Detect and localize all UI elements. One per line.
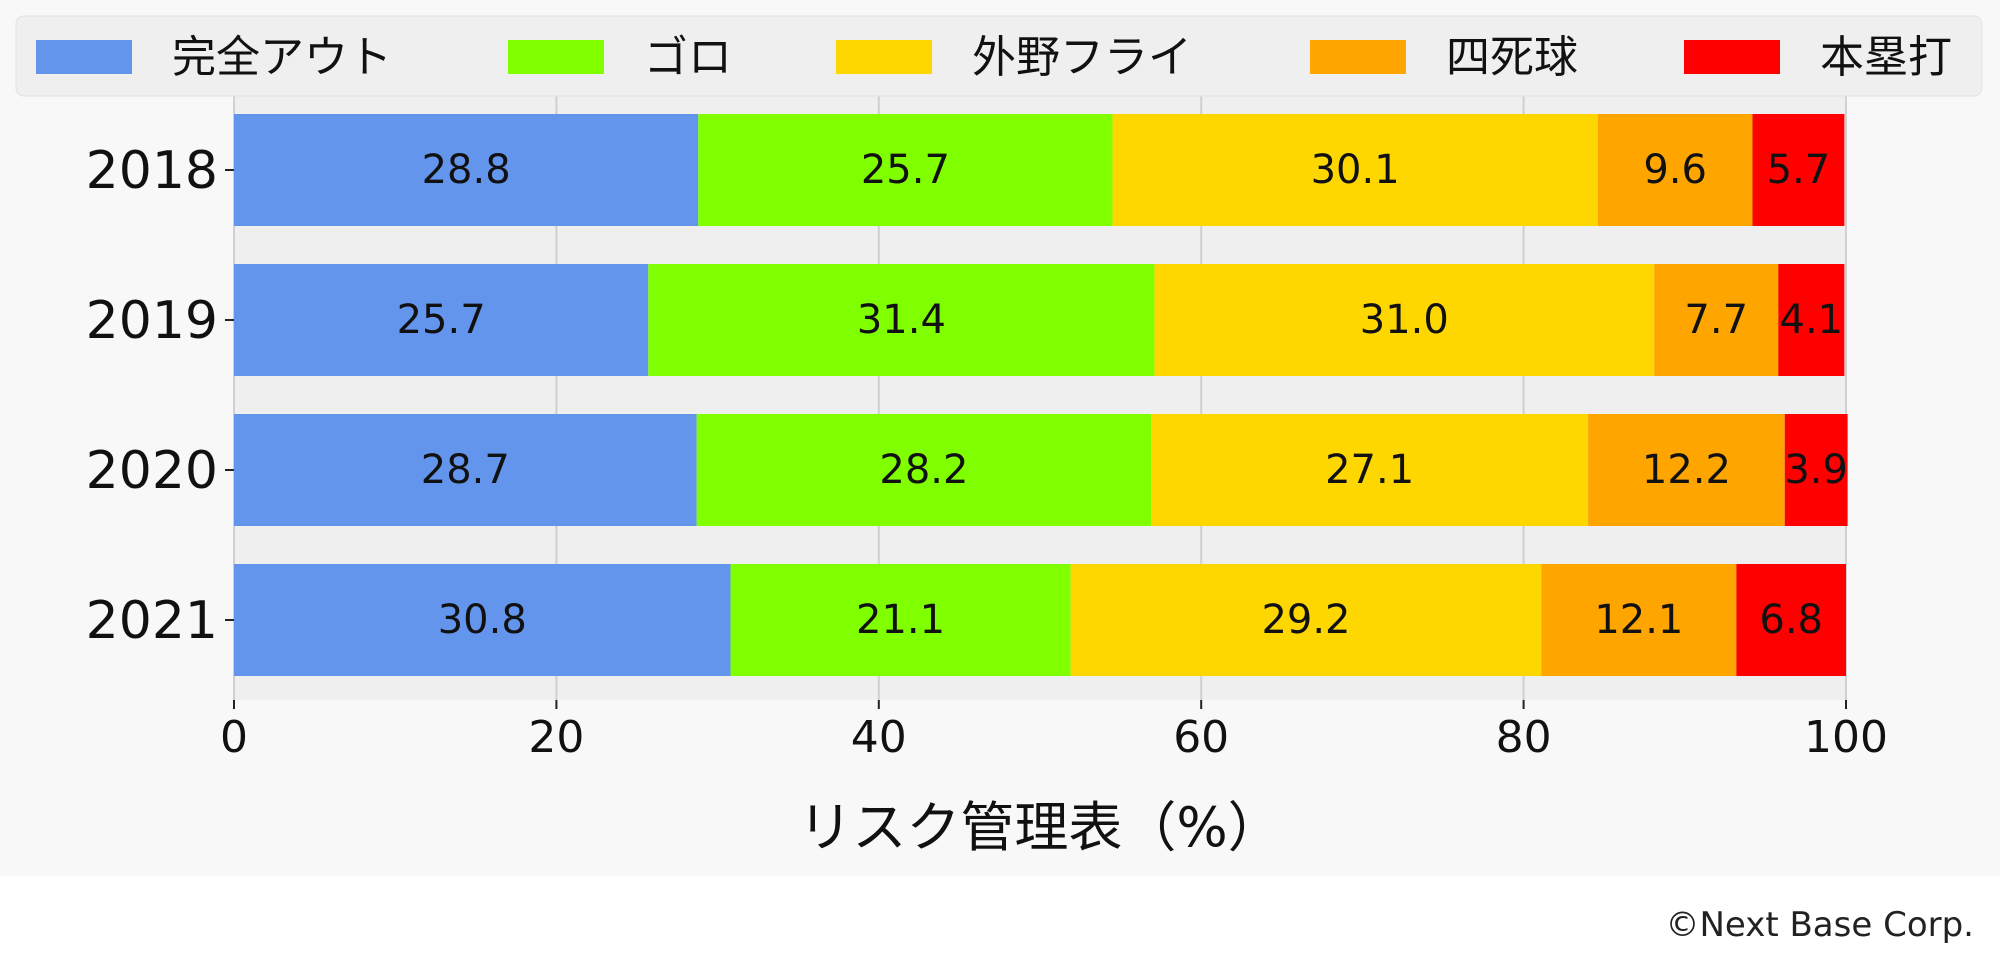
legend-label: 本塁打	[1820, 32, 1952, 83]
legend-label: 四死球	[1446, 32, 1578, 83]
bar-segment	[1736, 564, 1846, 676]
bar-segment	[234, 114, 699, 226]
data-label: 12.1	[1594, 597, 1683, 643]
data-label: 31.0	[1360, 297, 1449, 343]
legend-swatch	[508, 40, 604, 74]
data-label: 30.1	[1311, 147, 1400, 193]
bar-segment	[1778, 264, 1845, 376]
legend-label: 完全アウト	[172, 32, 392, 83]
bar-segment	[1752, 114, 1845, 226]
bar-segment	[698, 114, 1113, 226]
bar-segment	[1070, 564, 1542, 676]
x-tick-label: 0	[220, 712, 248, 763]
bar-segment	[234, 564, 731, 676]
y-tick-label: 2021	[86, 591, 218, 651]
data-label: 5.7	[1767, 147, 1831, 193]
bar-segment	[1784, 414, 1848, 526]
bar-segment	[1597, 114, 1753, 226]
bar-segment	[234, 264, 649, 376]
x-axis-label: リスク管理表（%）	[798, 796, 1281, 859]
legend-label: ゴロ	[644, 32, 732, 83]
bar-segment	[1154, 264, 1655, 376]
legend-swatch	[1310, 40, 1406, 74]
bar-segment	[234, 414, 697, 526]
data-label: 29.2	[1261, 597, 1350, 643]
bar-segment	[1654, 264, 1779, 376]
y-tick-label: 2019	[86, 291, 218, 351]
data-label: 25.7	[397, 297, 486, 343]
x-tick-label: 40	[851, 712, 907, 763]
x-tick-label: 80	[1496, 712, 1552, 763]
data-label: 4.1	[1780, 297, 1844, 343]
bar-segment	[648, 264, 1155, 376]
y-tick-label: 2018	[86, 141, 218, 201]
data-label: 28.8	[422, 147, 511, 193]
data-label: 28.2	[879, 447, 968, 493]
x-tick-label: 60	[1173, 712, 1229, 763]
bar-segment	[730, 564, 1071, 676]
data-label: 12.2	[1642, 447, 1731, 493]
data-label: 30.8	[438, 597, 527, 643]
bar-segment	[1541, 564, 1737, 676]
x-tick-label: 100	[1804, 712, 1888, 763]
legend-box	[15, 15, 1983, 97]
y-tick-label: 2020	[86, 441, 218, 501]
data-label: 27.1	[1325, 447, 1414, 493]
data-label: 31.4	[857, 297, 946, 343]
data-label: 28.7	[421, 447, 510, 493]
legend-swatch	[1684, 40, 1780, 74]
copyright-credit: ©Next Base Corp.	[1665, 905, 1974, 945]
bar-segment	[696, 414, 1152, 526]
x-tick-label: 20	[528, 712, 584, 763]
data-label: 21.1	[856, 597, 945, 643]
legend-swatch	[36, 40, 132, 74]
bar-segment	[1151, 414, 1589, 526]
data-label: 9.6	[1643, 147, 1707, 193]
legend-swatch	[836, 40, 932, 74]
data-label: 6.8	[1759, 597, 1823, 643]
bar-segment	[1112, 114, 1598, 226]
data-label: 3.9	[1784, 447, 1848, 493]
bar-segment	[1588, 414, 1785, 526]
legend-label: 外野フライ	[972, 32, 1192, 83]
data-label: 7.7	[1684, 297, 1748, 343]
data-label: 25.7	[861, 147, 950, 193]
